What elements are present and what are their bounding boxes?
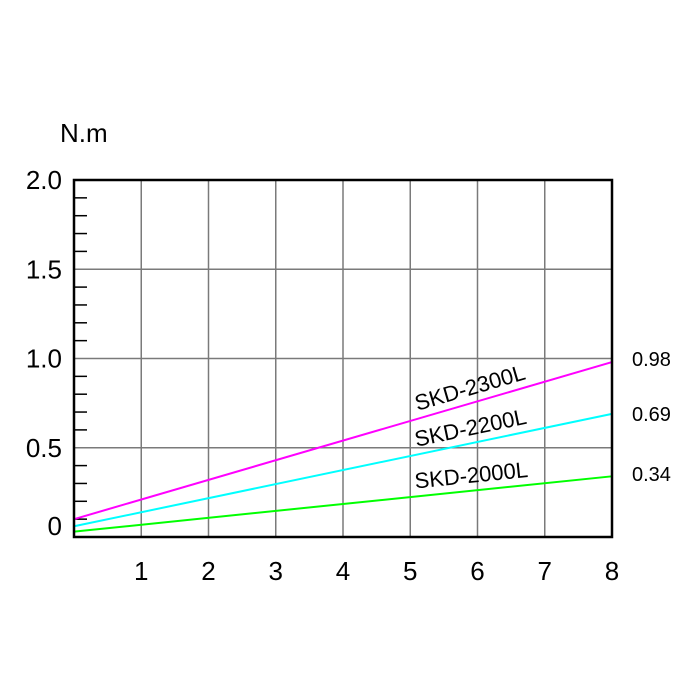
- plot-frame: [72, 178, 614, 539]
- series-line-skd-2300l: [73, 361, 613, 521]
- end-value-label: 0.34: [632, 464, 671, 486]
- x-tick-label: 5: [403, 556, 417, 586]
- x-tick-label: 3: [269, 556, 283, 586]
- x-axis-ticks: 1 2 3 4 5 6 7 8: [134, 556, 619, 586]
- end-value-labels: 0.98 0.69 0.34: [632, 349, 671, 486]
- x-tick-label: 1: [134, 556, 148, 586]
- y-tick-label: 1.5: [26, 254, 62, 284]
- x-tick-label: 7: [538, 556, 552, 586]
- y-tick-label: 1.0: [26, 344, 62, 374]
- end-value-label: 0.98: [632, 349, 671, 371]
- series-label-skd-2000l: SKD-2000L: [413, 457, 529, 494]
- x-tick-label: 4: [336, 556, 350, 586]
- series-line-skd-2000l: [73, 475, 613, 533]
- end-value-label: 0.69: [632, 404, 671, 426]
- series-lines: [73, 361, 613, 533]
- y-tick-label: 0.5: [26, 433, 62, 463]
- x-tick-label: 2: [201, 556, 215, 586]
- grid: [74, 180, 612, 537]
- y-tick-label: 2.0: [26, 165, 62, 195]
- series-line-skd-2200l: [73, 412, 613, 528]
- x-tick-label: 8: [605, 556, 619, 586]
- y-axis-ticks: 0 0.5 1.0 1.5 2.0: [26, 165, 62, 541]
- x-tick-label: 6: [470, 556, 484, 586]
- y-tick-label: 0: [48, 511, 62, 541]
- y-axis-unit: N.m: [60, 118, 108, 148]
